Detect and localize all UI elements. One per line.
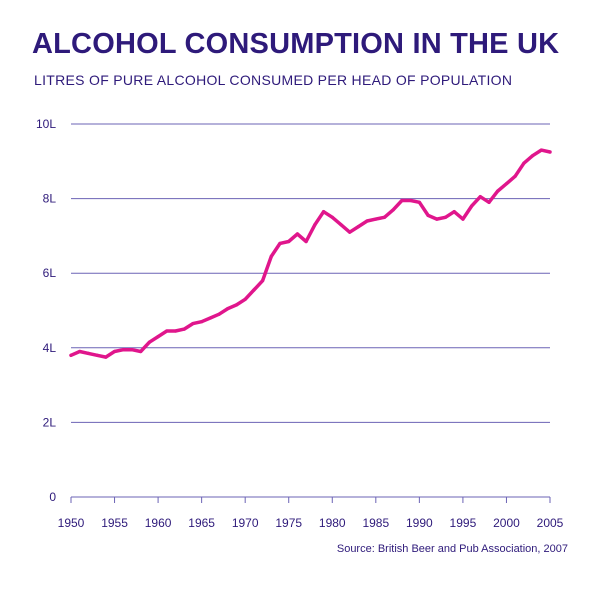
y-tick-label: 0 <box>49 490 56 504</box>
x-tick-label: 2005 <box>537 516 564 530</box>
chart-title: ALCOHOL CONSUMPTION IN THE UK <box>32 28 560 60</box>
data-point <box>530 154 535 158</box>
data-point <box>112 349 117 354</box>
data-point <box>269 254 273 259</box>
data-point <box>513 174 517 178</box>
x-tick-label: 1965 <box>188 516 215 530</box>
data-point <box>234 303 239 307</box>
data-point <box>452 210 456 214</box>
data-point <box>182 327 186 331</box>
data-point <box>278 241 282 245</box>
data-point <box>208 316 212 320</box>
data-point <box>191 321 195 326</box>
data-point <box>435 217 439 221</box>
data-point <box>461 217 465 221</box>
x-tick-label: 1985 <box>362 516 389 530</box>
x-tick-label: 1950 <box>58 516 85 530</box>
data-point <box>409 198 413 203</box>
data-point <box>295 232 300 236</box>
data-point <box>548 150 552 154</box>
data-point <box>243 297 247 301</box>
y-tick-label: 2L <box>43 415 57 429</box>
data-point <box>470 204 474 208</box>
data-point <box>417 200 421 204</box>
data-point <box>147 340 151 344</box>
y-tick-label: 8L <box>43 192 57 206</box>
data-point <box>321 210 326 214</box>
data-point <box>504 182 509 186</box>
data-point <box>391 208 395 212</box>
data-point <box>478 195 482 199</box>
data-point <box>400 198 404 203</box>
x-tick-label: 1975 <box>275 516 302 530</box>
data-point <box>348 230 352 234</box>
data-point <box>226 307 230 311</box>
data-point <box>356 224 360 229</box>
y-tick-label: 10L <box>36 117 56 131</box>
data-point <box>200 320 204 324</box>
chart-subtitle: LITRES OF PURE ALCOHOL CONSUMED PER HEAD… <box>34 72 513 88</box>
data-point <box>217 312 221 316</box>
y-tick-label: 4L <box>43 341 57 355</box>
grid-layer <box>71 123 550 423</box>
data-point <box>139 349 143 354</box>
series-layer <box>69 148 552 359</box>
data-point <box>313 223 317 227</box>
data-point <box>374 217 378 221</box>
data-point <box>365 219 369 223</box>
series-line-0 <box>69 148 552 359</box>
data-point <box>487 200 491 204</box>
y-tick-label: 6L <box>43 266 57 280</box>
data-point <box>330 215 334 219</box>
data-point <box>95 353 99 357</box>
data-point <box>104 355 108 359</box>
data-point <box>130 348 134 352</box>
data-point <box>156 335 160 339</box>
x-tick-labels: 1950 1955 1960 1965 1970 1975 1980 1985 1990 1995… <box>58 516 564 530</box>
data-point <box>173 329 178 333</box>
x-tick-label: 1955 <box>101 516 128 530</box>
x-tick-label: 1960 <box>145 516 172 530</box>
data-point <box>539 148 543 152</box>
data-point <box>426 213 430 217</box>
data-point <box>86 351 91 355</box>
data-point <box>121 348 125 352</box>
data-point <box>339 223 343 227</box>
data-point <box>69 353 73 357</box>
data-point <box>252 288 256 292</box>
data-point <box>443 215 448 219</box>
data-point <box>304 239 308 244</box>
data-point <box>261 279 265 283</box>
x-tick-label: 1995 <box>450 516 477 530</box>
y-tick-labels: 0 2L 4L 6L 8L 10L <box>36 117 56 504</box>
data-point <box>522 161 526 165</box>
data-point <box>78 349 82 354</box>
x-tick-label: 2000 <box>493 516 520 530</box>
x-tick-label: 1970 <box>232 516 259 530</box>
x-tick-label: 1990 <box>406 516 433 530</box>
x-tick-label: 1980 <box>319 516 346 530</box>
data-point <box>496 189 500 193</box>
source-note: Source: British Beer and Pub Association… <box>336 543 568 555</box>
data-point <box>287 239 291 244</box>
data-point <box>165 329 169 333</box>
x-axis <box>70 496 551 503</box>
data-point <box>382 215 387 219</box>
